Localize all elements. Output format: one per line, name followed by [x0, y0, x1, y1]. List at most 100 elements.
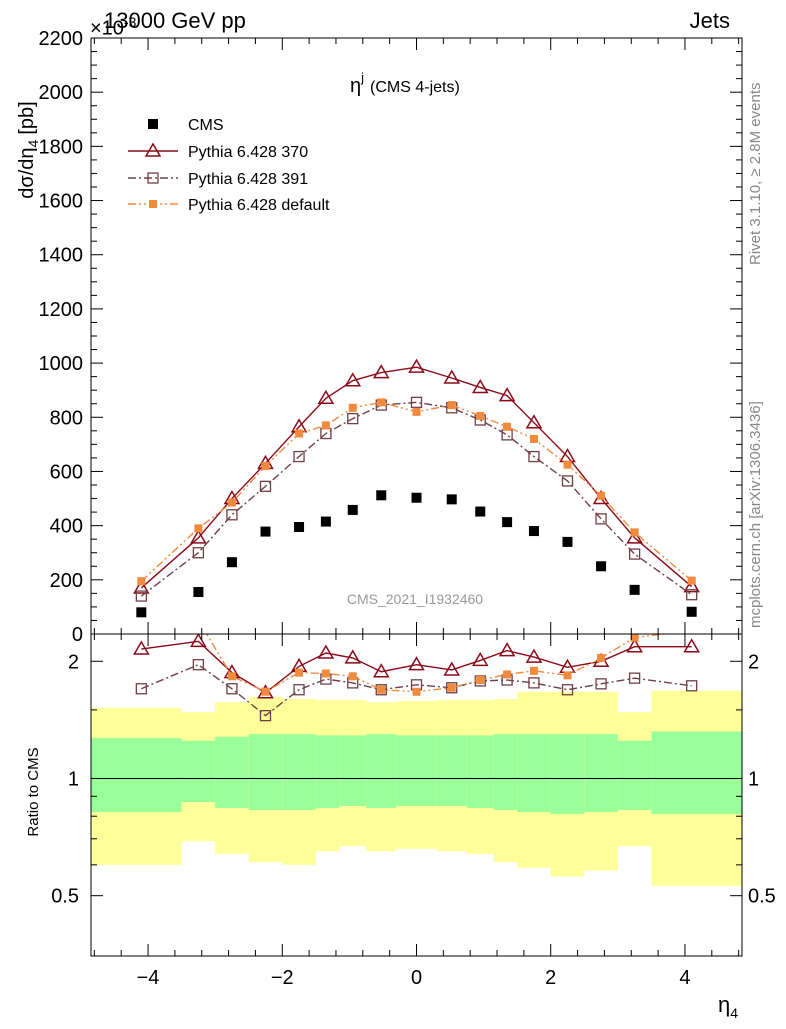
legend-entry: Pythia 6.428 370	[128, 142, 308, 161]
main-y-axis-label-text: dσ/dη	[16, 147, 38, 198]
mcplots-source-label: mcplots.cern.ch [arXiv:1306.3436]	[747, 401, 764, 628]
ratio-x-tick-label: −4	[137, 967, 160, 989]
band-inner-bin	[396, 735, 437, 806]
ratio-point-pythia-6-428-default	[377, 685, 386, 694]
main-point-cms	[260, 526, 271, 537]
ratio-point-pythia-6-428-370	[443, 661, 461, 676]
ratio-point-pythia-6-428-default	[348, 672, 357, 681]
main-y-tick-label: 2000	[39, 82, 84, 104]
main-point-pythia-6-428-default	[476, 411, 485, 420]
ratio-bands	[91, 690, 742, 886]
main-y-tick-label: 600	[50, 461, 83, 483]
main-y-tick-label: 400	[50, 516, 83, 538]
ratio-y-tick-label: 2	[68, 651, 79, 673]
x-axis-label-eta: η	[718, 992, 730, 1017]
main-point-pythia-6-428-default	[348, 403, 357, 412]
main-point-pythia-6-428-370	[498, 387, 516, 402]
main-y-axis-label: dσ/dη4 [pb]	[16, 101, 41, 198]
main-series-cms	[136, 490, 697, 618]
ratio-point-pythia-6-428-default	[563, 671, 572, 680]
ratio-point-pythia-6-428-391	[686, 680, 698, 692]
main-point-pythia-6-428-391	[410, 396, 423, 409]
main-point-pythia-6-428-370	[317, 389, 335, 405]
main-point-cms	[596, 561, 607, 572]
ratio-point-pythia-6-428-default	[529, 666, 538, 675]
main-point-pythia-6-428-391	[226, 509, 238, 521]
main-point-pythia-6-428-370	[190, 529, 207, 544]
band-inner-bin	[181, 740, 216, 803]
main-line-pythia-6-428-391	[140, 401, 693, 597]
ratio-point-pythia-6-428-391	[561, 684, 574, 696]
main-title-suffix: (CMS 4-jets)	[370, 79, 460, 96]
main-point-cms	[475, 506, 486, 517]
main-point-pythia-6-428-default	[563, 460, 572, 469]
band-inner-bin	[617, 740, 652, 810]
main-y-axis-label-unit: [pb]	[16, 101, 38, 134]
main-y-tick-label: 1200	[39, 299, 84, 321]
band-inner-bin	[91, 738, 182, 813]
ratio-point-pythia-6-428-370	[133, 640, 150, 655]
ratio-x-tick-label: 0	[411, 967, 422, 989]
ratio-point-pythia-6-428-default	[137, 623, 145, 631]
ratio-point-pythia-6-428-391	[192, 659, 205, 671]
band-inner-bin	[550, 734, 585, 815]
main-point-pythia-6-428-391	[259, 480, 272, 493]
x-axis-label-sub: 4	[730, 1005, 738, 1021]
main-point-pythia-6-428-370	[408, 358, 425, 373]
ratio-point-pythia-6-428-370	[372, 663, 390, 678]
ratio-point-pythia-6-428-default	[261, 687, 270, 696]
main-point-pythia-6-428-370	[525, 414, 543, 429]
legend-entry: CMS	[148, 117, 224, 134]
ratio-point-pythia-6-428-391	[595, 678, 607, 690]
band-inner-bin	[282, 734, 316, 810]
main-point-cms	[226, 557, 237, 568]
main-point-pythia-6-428-391	[293, 450, 305, 463]
ratio-x-tick-label: 4	[679, 967, 690, 989]
ratio-point-pythia-6-428-default	[194, 616, 202, 624]
main-point-pythia-6-428-default	[503, 422, 512, 431]
band-inner-bin	[584, 734, 618, 813]
ratio-series-pythia-6-428-default	[137, 616, 696, 696]
main-y-tick-label: 200	[50, 570, 83, 592]
main-point-pythia-6-428-370	[344, 372, 362, 387]
main-y-tick-label: 1000	[39, 353, 84, 375]
legend-entry: Pythia 6.428 391	[128, 171, 308, 188]
band-inner-bin	[366, 734, 397, 808]
rivet-version-label: Rivet 3.1.10, ≥ 2.8M events	[747, 83, 764, 266]
main-point-cms	[136, 607, 147, 618]
main-point-pythia-6-428-default	[227, 498, 236, 507]
main-point-pythia-6-428-default	[447, 401, 456, 410]
ratio-y-tick-label-right: 0.5	[748, 886, 776, 908]
main-point-pythia-6-428-391	[595, 513, 607, 525]
legend-entry: Pythia 6.428 default	[128, 197, 330, 214]
ratio-point-pythia-6-428-370	[525, 648, 543, 663]
ratio-y-axis-label: Ratio to CMS	[25, 747, 42, 836]
main-point-pythia-6-428-370	[683, 578, 700, 593]
main-point-pythia-6-428-default	[412, 407, 421, 416]
main-line-pythia-6-428-default	[140, 401, 693, 582]
main-point-pythia-6-428-default	[687, 576, 696, 585]
legend-marker	[147, 172, 159, 184]
y-axis-exponent: ×10-3	[90, 14, 136, 41]
main-point-pythia-6-428-default	[295, 429, 304, 438]
ratio-point-pythia-6-428-370	[317, 644, 335, 659]
main-point-pythia-6-428-391	[628, 548, 641, 560]
main-point-pythia-6-428-default	[321, 421, 330, 430]
ratio-point-pythia-6-428-391	[259, 709, 272, 722]
main-point-cms	[347, 504, 358, 515]
ratio-point-pythia-6-428-391	[628, 672, 641, 684]
ratio-point-pythia-6-428-default	[476, 676, 485, 685]
main-point-cms	[686, 606, 697, 617]
main-point-pythia-6-428-default	[630, 528, 639, 537]
main-title-eta: η	[350, 75, 361, 97]
ratio-point-pythia-6-428-370	[471, 651, 489, 667]
main-point-cms	[528, 526, 539, 537]
ratio-x-tick-label: 2	[545, 967, 556, 989]
main-point-cms	[320, 516, 331, 527]
ratio-point-pythia-6-428-default	[412, 687, 421, 696]
band-inner-bin	[493, 734, 518, 810]
main-point-pythia-6-428-default	[137, 577, 146, 586]
main-point-cms	[446, 494, 457, 505]
main-point-pythia-6-428-default	[194, 524, 203, 533]
